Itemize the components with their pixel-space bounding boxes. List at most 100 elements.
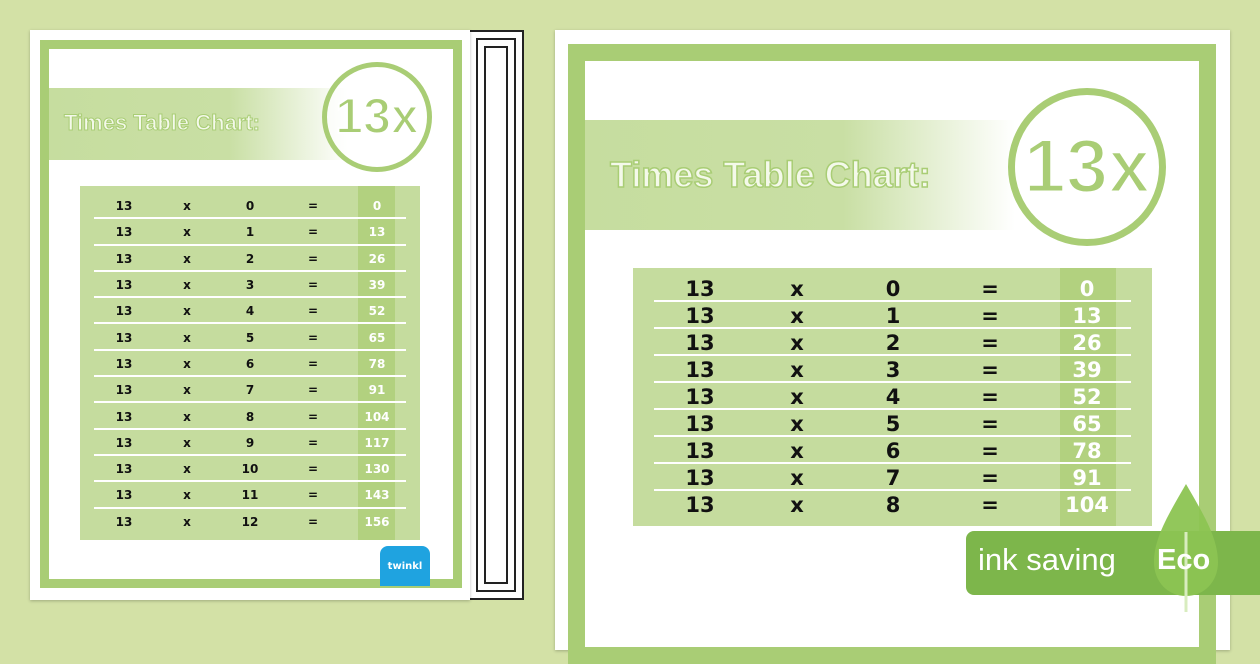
table-row: 13 x 2 = 26 [80, 246, 420, 272]
cell-a: 13 [115, 225, 133, 240]
cell-a: 13 [115, 278, 133, 293]
cell-b: 7 [245, 383, 255, 398]
cell-ans: 52 [1072, 384, 1102, 409]
cell-ans: 13 [368, 225, 386, 240]
cell-eq: = [307, 383, 319, 398]
cell-op: x [790, 411, 804, 436]
cell-eq: = [307, 225, 319, 240]
cell-b: 5 [245, 330, 255, 345]
cell-b: 6 [245, 356, 255, 371]
table-row: 13 x 1 = 13 [633, 302, 1152, 329]
cell-a: 13 [115, 462, 133, 477]
cell-b: 4 [885, 384, 901, 409]
cell-op: x [183, 435, 191, 450]
cell-ans: 78 [1072, 438, 1102, 463]
large-badge-text: 13x [1022, 123, 1152, 210]
cell-ans: 65 [368, 330, 386, 345]
cell-op: x [183, 409, 191, 424]
cell-ans: 104 [364, 409, 390, 424]
cell-op: x [183, 251, 191, 266]
cell-op: x [183, 330, 191, 345]
small-badge-text: 13x [334, 87, 419, 145]
cell-eq: = [981, 303, 999, 328]
cell-a: 13 [115, 356, 133, 371]
cell-a: 13 [115, 199, 133, 214]
cell-eq: = [307, 330, 319, 345]
cell-b: 12 [241, 514, 259, 529]
cell-eq: = [981, 330, 999, 355]
table-row: 13 x 10 = 130 [80, 456, 420, 483]
table-row: 13 x 8 = 104 [80, 403, 420, 430]
cell-a: 13 [115, 383, 133, 398]
cell-b: 3 [885, 357, 901, 382]
cell-op: x [790, 438, 804, 463]
table-row: 13 x 12 = 156 [80, 509, 420, 535]
cell-b: 6 [885, 438, 901, 463]
cell-b: 0 [885, 276, 901, 301]
large-title: Times Table Chart: [609, 153, 931, 196]
cell-op: x [183, 356, 191, 371]
cell-ans: 104 [1065, 492, 1109, 517]
table-row: 13 x 8 = 104 [633, 491, 1152, 518]
cell-op: x [790, 492, 804, 517]
cell-ans: 78 [368, 356, 386, 371]
eco-label: Eco [1157, 544, 1211, 576]
cell-eq: = [307, 409, 319, 424]
cell-ans: 26 [1072, 330, 1102, 355]
leaf-icon [1154, 484, 1218, 612]
cell-op: x [183, 514, 191, 529]
cell-a: 13 [685, 411, 715, 436]
cell-ans: 0 [1079, 276, 1095, 301]
small-title-band [49, 88, 349, 160]
cell-op: x [790, 330, 804, 355]
cell-eq: = [307, 514, 319, 529]
cell-op: x [790, 384, 804, 409]
table-row: 13 x 4 = 52 [633, 383, 1152, 410]
small-title: Times Table Chart: [63, 110, 261, 136]
cell-op: x [790, 465, 804, 490]
cell-a: 13 [115, 330, 133, 345]
cell-eq: = [981, 492, 999, 517]
cell-op: x [183, 462, 191, 477]
cell-op: x [183, 199, 191, 214]
table-row: 13 x 1 = 13 [80, 219, 420, 246]
cell-eq: = [307, 251, 319, 266]
cell-ans: 13 [1072, 303, 1102, 328]
cell-b: 10 [241, 462, 259, 477]
cell-op: x [790, 357, 804, 382]
table-row: 13 x 6 = 78 [633, 437, 1152, 464]
cell-ans: 26 [368, 251, 386, 266]
cell-eq: = [307, 435, 319, 450]
table-row: 13 x 7 = 91 [80, 377, 420, 404]
cell-eq: = [307, 304, 319, 319]
table-row: 13 x 4 = 52 [80, 298, 420, 325]
cell-a: 13 [685, 303, 715, 328]
table-row: 13 x 9 = 117 [80, 430, 420, 456]
cell-eq: = [981, 357, 999, 382]
cell-b: 5 [885, 411, 901, 436]
table-row: 13 x 6 = 78 [80, 351, 420, 378]
cell-a: 13 [685, 384, 715, 409]
cell-ans: 117 [364, 435, 390, 450]
small-times-table: 13 x 0 = 0 13 x 1 = 13 13 x 2 = 26 13 x 3 = 39 13 x 4 = 52 13 x 5 = 6… [80, 186, 420, 540]
answer-column [1060, 268, 1116, 526]
cell-b: 8 [885, 492, 901, 517]
cell-b: 8 [245, 409, 255, 424]
cell-b: 7 [885, 465, 901, 490]
cell-op: x [183, 225, 191, 240]
cell-a: 13 [115, 514, 133, 529]
cell-b: 2 [885, 330, 901, 355]
cell-ans: 130 [364, 462, 390, 477]
cell-b: 1 [885, 303, 901, 328]
cell-op: x [183, 304, 191, 319]
cell-eq: = [981, 276, 999, 301]
cell-eq: = [981, 411, 999, 436]
cell-eq: = [307, 199, 319, 214]
cell-eq: = [307, 488, 319, 503]
large-times-table: 13 x 0 = 0 13 x 1 = 13 13 x 2 = 26 13 x 3 = 39 13 x 4 = 52 13 x 5 = 6… [633, 268, 1152, 526]
small-badge-circle [322, 62, 432, 172]
cell-a: 13 [115, 488, 133, 503]
cell-eq: = [981, 438, 999, 463]
cell-a: 13 [115, 304, 133, 319]
cell-a: 13 [685, 492, 715, 517]
